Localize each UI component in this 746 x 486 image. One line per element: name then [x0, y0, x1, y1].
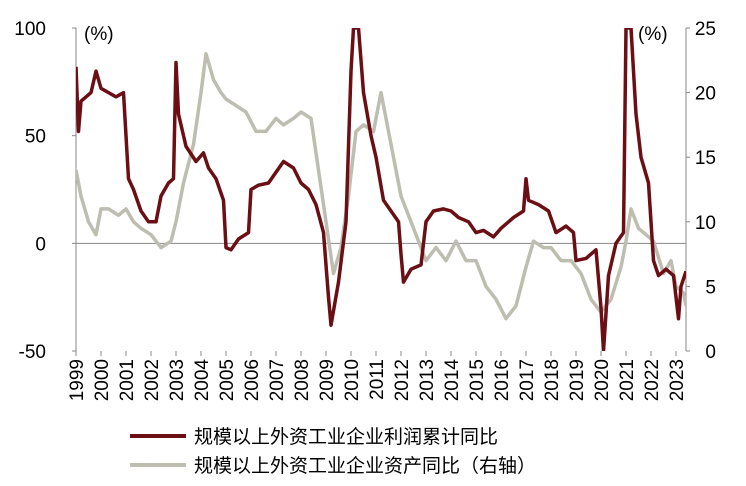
y2-tick-label: 10 [695, 213, 716, 234]
x-tick-label: 2019 [567, 359, 588, 401]
legend-label: 规模以上外资工业企业利润累计同比 [194, 426, 498, 448]
y-tick-label: 50 [25, 127, 46, 148]
y2-tick-label: 15 [695, 148, 716, 169]
x-tick-label: 2012 [392, 359, 413, 401]
x-tick-label: 2004 [192, 359, 213, 402]
x-tick-label: 2007 [267, 359, 288, 401]
x-tick-label: 2016 [492, 359, 513, 401]
x-tick-label: 2022 [642, 359, 663, 401]
y-tick-label: -50 [19, 342, 46, 363]
x-tick-label: 2010 [342, 359, 363, 401]
series-line [76, 28, 686, 351]
x-tick-label: 2017 [517, 359, 538, 401]
y2-tick-label: 25 [695, 19, 716, 40]
x-tick-label: 2009 [317, 359, 338, 401]
x-tick-label: 2000 [92, 359, 113, 401]
x-tick-label: 2018 [542, 359, 563, 401]
x-tick-label: 2005 [217, 359, 238, 401]
x-tick-label: 2003 [167, 359, 188, 401]
x-tick-label: 2023 [667, 359, 688, 401]
x-tick-label: 2021 [617, 359, 638, 401]
x-tick-label: 2011 [367, 359, 388, 400]
y2-tick-label: 0 [705, 342, 716, 363]
y-tick-label: 100 [14, 19, 46, 40]
x-tick-label: 2006 [242, 359, 263, 401]
x-tick-label: 2002 [142, 359, 163, 401]
y-tick-label: 0 [35, 234, 46, 255]
x-tick-label: 2015 [467, 359, 488, 401]
x-tick-label: 2008 [292, 359, 313, 401]
left-unit: (%) [84, 24, 114, 45]
right-unit: (%) [638, 24, 668, 45]
series-line [76, 52, 686, 321]
legend-label: 规模以上外资工业企业资产同比（右轴） [194, 455, 536, 477]
x-tick-label: 2020 [592, 359, 613, 401]
y2-tick-label: 20 [695, 84, 716, 105]
y2-tick-label: 5 [705, 277, 716, 298]
x-tick-label: 2013 [417, 359, 438, 401]
x-tick-label: 2014 [442, 359, 463, 402]
x-tick-label: 2001 [117, 359, 138, 401]
x-tick-label: 1999 [67, 359, 88, 401]
